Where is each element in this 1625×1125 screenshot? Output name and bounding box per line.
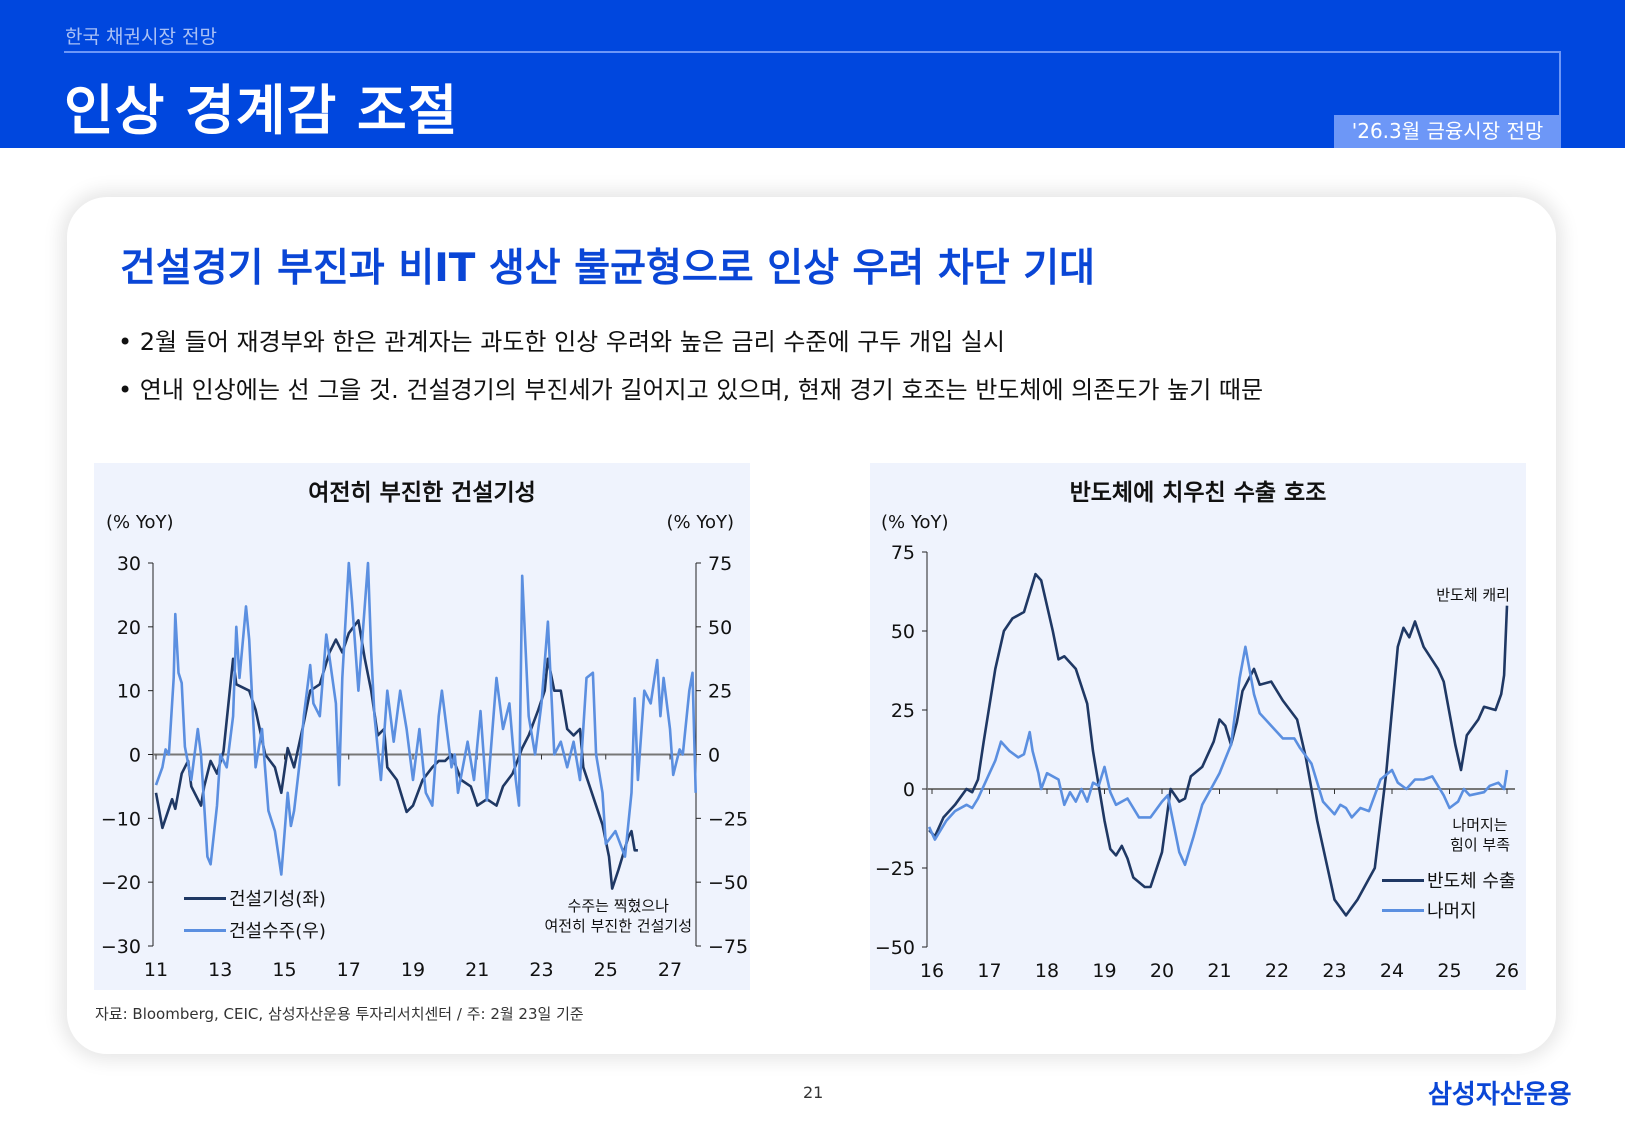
y-axis-label: (% YoY) <box>881 512 949 533</box>
y-tick-label-right: −50 <box>708 872 748 894</box>
y-tick-label-right: −25 <box>708 808 748 830</box>
y-tick-label: 0 <box>903 779 915 801</box>
header-divider-vertical <box>1559 52 1561 118</box>
x-tick-label: 27 <box>658 959 682 981</box>
report-badge: '26.3월 금융시장 전망 <box>1334 115 1561 148</box>
x-tick-label: 22 <box>1265 960 1289 982</box>
headline: 건설경기 부진과 비IT 생산 불균형으로 인상 우려 차단 기대 <box>120 246 1095 291</box>
x-tick-label: 11 <box>144 959 168 981</box>
x-tick-label: 20 <box>1150 960 1174 982</box>
annotation-semiconductor: 반도체 캐리 <box>1436 586 1510 604</box>
y-tick-label: −30 <box>101 936 141 958</box>
x-tick-label: 18 <box>1035 960 1059 982</box>
x-tick-label: 16 <box>920 960 944 982</box>
chart-construction-svg: 30 20 10 0 −10 −20 −30 75 50 25 0 −25 −50 −75 11 13 15 17… <box>101 553 748 981</box>
y-tick-label: 30 <box>117 553 141 575</box>
series-line-1 <box>928 572 1509 917</box>
page-title: 인상 경계감 조절 <box>64 79 459 142</box>
legend-item-others: 나머지 <box>1382 897 1477 923</box>
y-tick-label-right: 25 <box>708 681 732 703</box>
x-tick-label: 19 <box>1092 960 1116 982</box>
y-tick-label: −20 <box>101 872 141 894</box>
bullet-2: • 연내 인상에는 선 그을 것. 건설경기의 부진세가 길어지고 있으며, 현… <box>118 376 1264 404</box>
series-line-1 <box>154 619 638 890</box>
y-tick-label-right: 0 <box>708 745 720 767</box>
annotation-others: 나머지는 힘이 부족 <box>1450 816 1510 854</box>
company-logo: 삼성자산운용 <box>1428 1080 1572 1110</box>
page-number: 21 <box>803 1083 824 1102</box>
x-tick-label: 23 <box>529 959 553 981</box>
y-tick-label: 25 <box>891 700 915 722</box>
y-axis-label-right: (% YoY) <box>666 512 734 533</box>
chart-construction: 30 20 10 0 −10 −20 −30 75 50 25 0 −25 −50 −75 11 13 15 17… <box>94 463 750 990</box>
x-tick-label: 25 <box>1437 960 1461 982</box>
y-tick-label: 0 <box>129 745 141 767</box>
x-tick-label: 17 <box>337 959 361 981</box>
series-line-2 <box>154 561 697 876</box>
y-tick-label: 10 <box>117 681 141 703</box>
legend-item-construction-orders: 건설수주(우) <box>184 917 326 943</box>
source-note: 자료: Bloomberg, CEIC, 삼성자산운용 투자리서치센터 / 주:… <box>95 1005 584 1023</box>
y-tick-label: 50 <box>891 621 915 643</box>
y-tick-label: 75 <box>891 542 915 564</box>
y-tick-label-right: 75 <box>708 553 732 575</box>
y-tick-label: −25 <box>875 858 915 880</box>
legend-label: 나머지 <box>1427 901 1477 922</box>
x-tick-label: 24 <box>1380 960 1404 982</box>
y-tick-label: −10 <box>101 808 141 830</box>
legend-item-construction-done: 건설기성(좌) <box>184 885 326 911</box>
chart-exports: 75 50 25 0 −25 −50 16 17 18 19 20 21 22 23 24 25 26 반도체에… <box>870 463 1526 990</box>
x-tick-label: 26 <box>1495 960 1519 982</box>
legend-label: 건설기성(좌) <box>229 889 326 910</box>
section-label: 한국 채권시장 전망 <box>65 26 217 48</box>
x-tick-label: 23 <box>1322 960 1346 982</box>
legend-label: 건설수주(우) <box>229 921 326 942</box>
x-tick-label: 15 <box>272 959 296 981</box>
x-tick-label: 21 <box>465 959 489 981</box>
bullet-1: • 2월 들어 재경부와 한은 관계자는 과도한 인상 우려와 높은 금리 수준… <box>118 328 1005 356</box>
series-line-2 <box>927 645 1509 867</box>
legend-label: 반도체 수출 <box>1427 871 1516 892</box>
y-tick-label: −50 <box>875 937 915 959</box>
header-divider <box>64 51 1561 53</box>
x-tick-label: 25 <box>594 959 618 981</box>
x-tick-label: 21 <box>1207 960 1231 982</box>
y-axis-label-left: (% YoY) <box>106 512 174 533</box>
chart-annotation: 수주는 찍혔으나 여전히 부진한 건설기성 <box>544 897 692 935</box>
y-tick-label-right: −75 <box>708 936 748 958</box>
legend-item-semiconductor: 반도체 수출 <box>1382 867 1516 893</box>
chart-title: 여전히 부진한 건설기성 <box>308 480 536 506</box>
x-tick-label: 17 <box>977 960 1001 982</box>
x-tick-label: 19 <box>401 959 425 981</box>
x-tick-label: 13 <box>208 959 232 981</box>
y-tick-label: 20 <box>117 617 141 639</box>
chart-title: 반도체에 치우친 수출 호조 <box>1069 480 1327 506</box>
y-tick-label-right: 50 <box>708 617 732 639</box>
